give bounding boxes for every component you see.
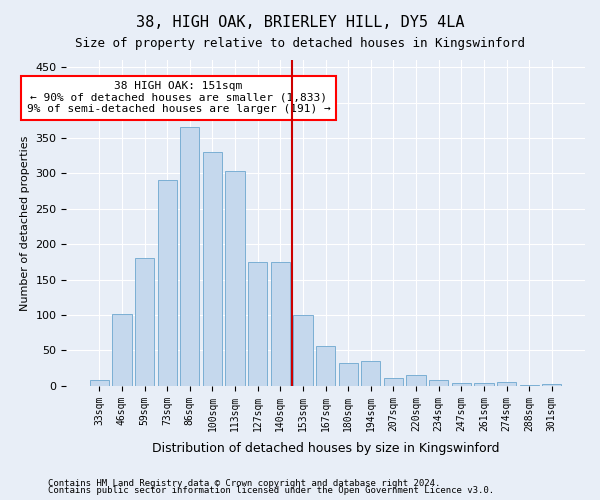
X-axis label: Distribution of detached houses by size in Kingswinford: Distribution of detached houses by size … [152, 442, 499, 455]
Bar [384, 378, 403, 386]
Bar [520, 385, 539, 386]
Bar [452, 383, 471, 386]
Text: Size of property relative to detached houses in Kingswinford: Size of property relative to detached ho… [75, 38, 525, 51]
Bar [293, 315, 313, 386]
Bar [203, 152, 222, 386]
Bar [429, 380, 448, 386]
Bar [338, 362, 358, 386]
Bar [180, 128, 199, 386]
Text: Contains HM Land Registry data © Crown copyright and database right 2024.: Contains HM Land Registry data © Crown c… [48, 478, 440, 488]
Text: 38, HIGH OAK, BRIERLEY HILL, DY5 4LA: 38, HIGH OAK, BRIERLEY HILL, DY5 4LA [136, 15, 464, 30]
Bar [112, 314, 131, 386]
Y-axis label: Number of detached properties: Number of detached properties [20, 136, 30, 310]
Bar [135, 258, 154, 386]
Bar [361, 361, 380, 386]
Bar [271, 262, 290, 386]
Bar [406, 374, 425, 386]
Bar [316, 346, 335, 386]
Text: 38 HIGH OAK: 151sqm
← 90% of detached houses are smaller (1,833)
9% of semi-deta: 38 HIGH OAK: 151sqm ← 90% of detached ho… [26, 82, 331, 114]
Bar [497, 382, 516, 386]
Bar [158, 180, 177, 386]
Bar [226, 171, 245, 386]
Bar [90, 380, 109, 386]
Bar [475, 383, 494, 386]
Bar [248, 262, 268, 386]
Text: Contains public sector information licensed under the Open Government Licence v3: Contains public sector information licen… [48, 486, 494, 495]
Bar [542, 384, 562, 386]
